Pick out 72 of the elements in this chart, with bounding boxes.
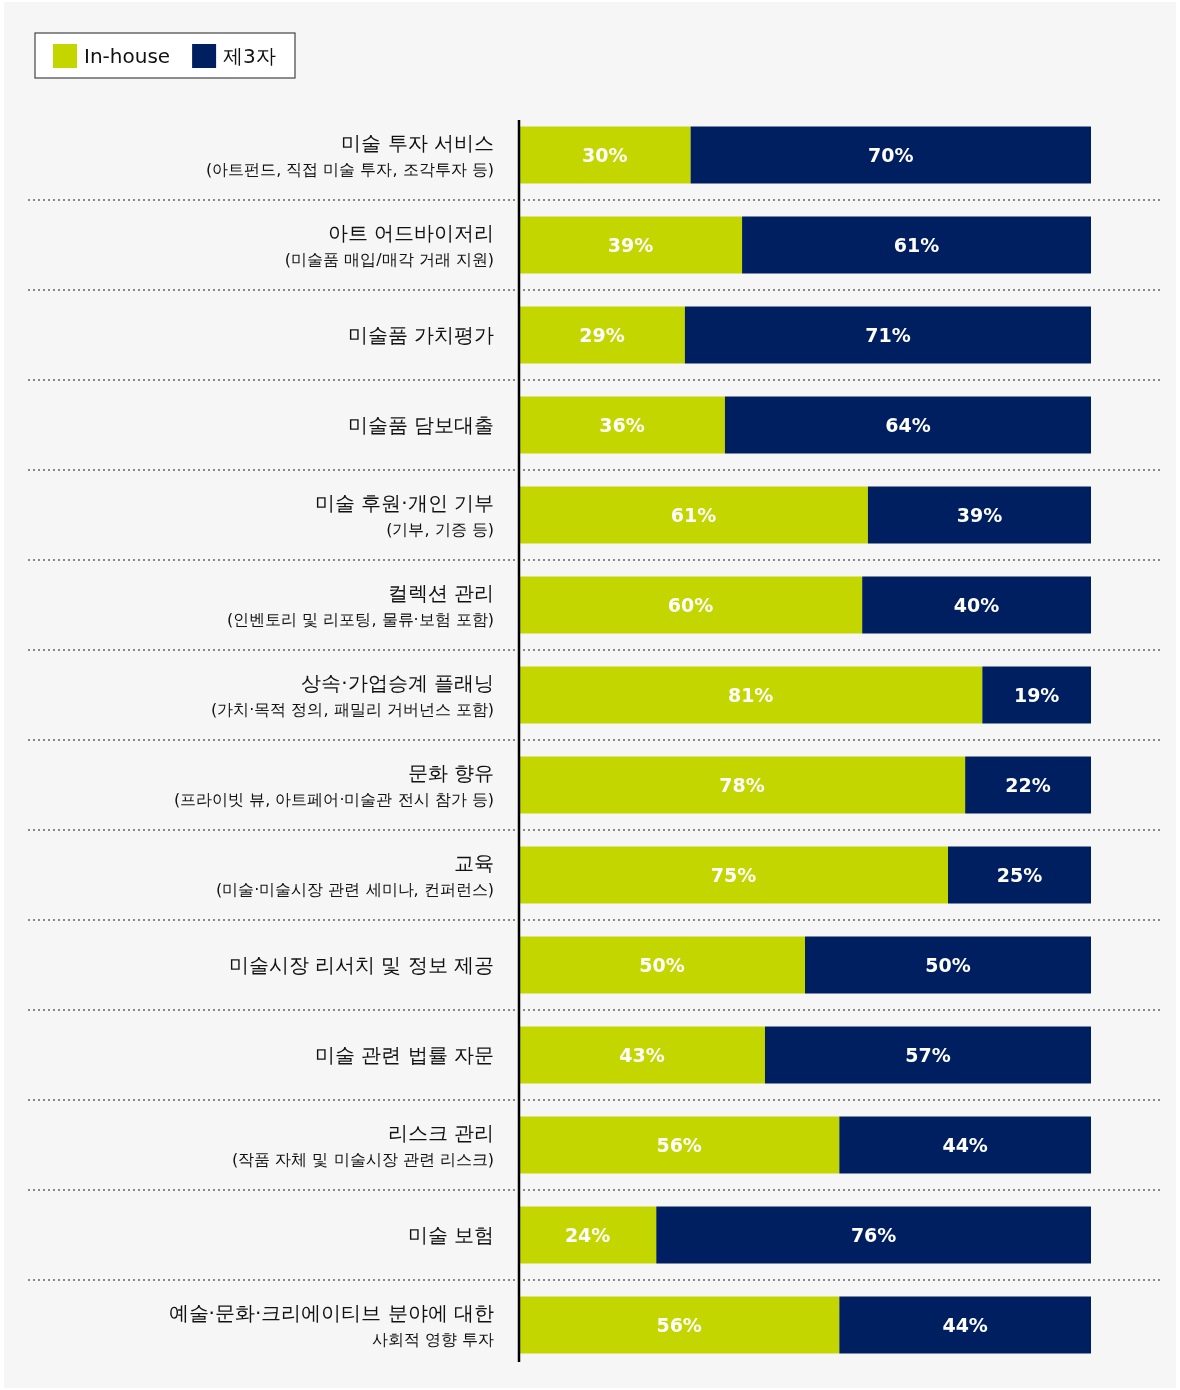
data-label: 56% xyxy=(656,1134,702,1156)
bar xyxy=(519,936,805,994)
bar xyxy=(519,306,685,364)
bar xyxy=(519,1296,840,1354)
y-tick-label: 리스크 관리 (작품 자체 및 미술시장 관련 리스크) xyxy=(232,1121,494,1169)
data-label: 22% xyxy=(1005,774,1051,796)
data-label: 40% xyxy=(953,594,1000,616)
data-label: 19% xyxy=(1013,684,1060,706)
bar xyxy=(519,396,725,454)
data-label: 64% xyxy=(885,414,931,436)
bar xyxy=(724,396,1091,454)
y-tick-label: 상속·가업승계 플래닝 (가치·목적 정의, 패밀리 거버넌스 포함) xyxy=(211,671,494,719)
data-label: 50% xyxy=(925,954,971,976)
legend-label: 제3자 xyxy=(223,44,276,68)
bar xyxy=(948,846,1091,904)
y-tick-label: 미술 투자 서비스 (아트펀드, 직접 미술 투자, 조각투자 등) xyxy=(205,131,494,179)
data-label: 70% xyxy=(868,144,914,166)
data-label: 24% xyxy=(564,1224,611,1246)
y-tick-label: 미술품 가치평가 xyxy=(347,323,494,347)
bar xyxy=(519,486,868,544)
bar xyxy=(965,756,1091,814)
y-tick-label: 아트 어드바이저리 (미술품 매입/매각 거래 지원) xyxy=(284,221,494,269)
data-label: 56% xyxy=(656,1314,702,1336)
data-label: 60% xyxy=(667,594,714,616)
bar xyxy=(519,666,983,724)
bar xyxy=(519,756,966,814)
data-label: 57% xyxy=(905,1044,951,1066)
bar xyxy=(519,1116,840,1174)
data-label: 61% xyxy=(893,234,940,256)
y-tick-label: 예술·문화·크리에이티브 분야에 대한 사회적 영향 투자 xyxy=(168,1301,494,1349)
bar xyxy=(867,486,1091,544)
bar xyxy=(839,1296,1091,1354)
y-tick-label: 컬렉션 관리 (인벤토리 및 리포팅, 물류·보험 포함) xyxy=(227,581,494,629)
data-label: 50% xyxy=(639,954,685,976)
bar xyxy=(656,1206,1091,1264)
y-tick-label: 교육 (미술·미술시장 관련 세미나, 컨퍼런스) xyxy=(216,851,494,899)
bar xyxy=(519,1206,657,1264)
data-label: 44% xyxy=(942,1134,988,1156)
bar xyxy=(519,576,863,634)
data-label: 75% xyxy=(710,864,757,886)
data-label: 71% xyxy=(865,324,911,346)
y-tick-label: 미술품 담보대출 xyxy=(347,413,494,437)
data-label: 78% xyxy=(719,774,765,796)
data-label: 76% xyxy=(850,1224,897,1246)
data-label: 39% xyxy=(956,504,1003,526)
bar xyxy=(805,936,1091,994)
data-label: 25% xyxy=(996,864,1043,886)
bar xyxy=(982,666,1091,724)
data-label: 43% xyxy=(619,1044,665,1066)
data-label: 81% xyxy=(727,684,774,706)
bar xyxy=(519,1026,765,1084)
y-tick-label: 미술 후원·개인 기부 (기부, 기증 등) xyxy=(314,491,494,539)
bar xyxy=(742,216,1091,274)
data-label: 61% xyxy=(670,504,717,526)
y-tick-label: 미술 관련 법률 자문 xyxy=(314,1043,494,1067)
bar xyxy=(839,1116,1091,1174)
bar xyxy=(862,576,1091,634)
data-label: 39% xyxy=(607,234,654,256)
legend-label: In-house xyxy=(84,44,171,68)
y-tick-label: 미술 보험 xyxy=(407,1223,494,1247)
data-label: 29% xyxy=(579,324,625,346)
data-label: 44% xyxy=(942,1314,988,1336)
data-label: 36% xyxy=(599,414,645,436)
y-tick-label: 미술시장 리서치 및 정보 제공 xyxy=(228,953,494,977)
bar xyxy=(519,216,743,274)
bar xyxy=(690,126,1091,184)
y-tick-label: 문화 향유 (프라이빗 뷰, 아트페어·미술관 전시 참가 등) xyxy=(173,761,494,809)
data-label: 30% xyxy=(582,144,628,166)
bar xyxy=(519,846,948,904)
bar xyxy=(684,306,1091,364)
bar xyxy=(764,1026,1091,1084)
bar xyxy=(519,126,691,184)
